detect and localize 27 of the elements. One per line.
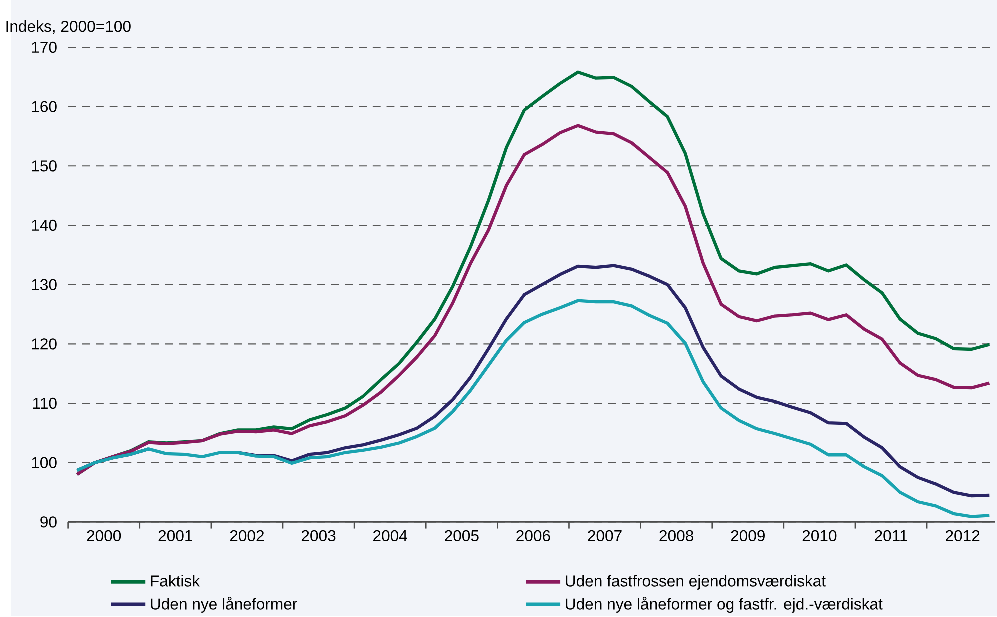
x-tick-label: 2010 xyxy=(802,530,837,542)
x-tick-label: 2006 xyxy=(516,530,550,542)
x-tick-label: 2000 xyxy=(87,530,122,542)
legend-label: Uden nye låneformer og fastfr. ejd.-værdiskat xyxy=(566,596,883,613)
x-tick-label: 2008 xyxy=(660,530,694,542)
legend-label: Uden fastfrossen ejendomsværdiskat xyxy=(566,575,826,590)
y-tick-label: 110 xyxy=(33,398,57,409)
x-tick-label: 2001 xyxy=(158,530,192,542)
y-tick-label: 120 xyxy=(32,338,57,350)
y-tick-label: 90 xyxy=(40,516,57,528)
x-tick-label: 2007 xyxy=(588,530,622,542)
x-tick-label: 2009 xyxy=(731,530,765,542)
legend-label: Uden nye låneformer xyxy=(151,596,298,613)
x-tick-label: 2005 xyxy=(445,530,479,542)
x-tick-label: 2004 xyxy=(374,530,408,542)
y-tick-label: 100 xyxy=(32,457,57,468)
y-tick-label: 170 xyxy=(32,42,57,53)
x-tick-label: 2012 xyxy=(946,530,980,542)
x-tick-label: 2003 xyxy=(302,530,336,542)
y-tick-label: 130 xyxy=(32,279,57,290)
y-axis-title: Indeks, 2000=100 xyxy=(6,20,131,34)
y-tick-label: 160 xyxy=(32,101,57,112)
x-tick-label: 2011 xyxy=(875,530,908,542)
legend-label: Faktisk xyxy=(151,575,200,587)
x-tick-label: 2002 xyxy=(230,530,264,542)
y-tick-label: 140 xyxy=(32,220,57,231)
y-tick-label: 150 xyxy=(32,160,57,172)
